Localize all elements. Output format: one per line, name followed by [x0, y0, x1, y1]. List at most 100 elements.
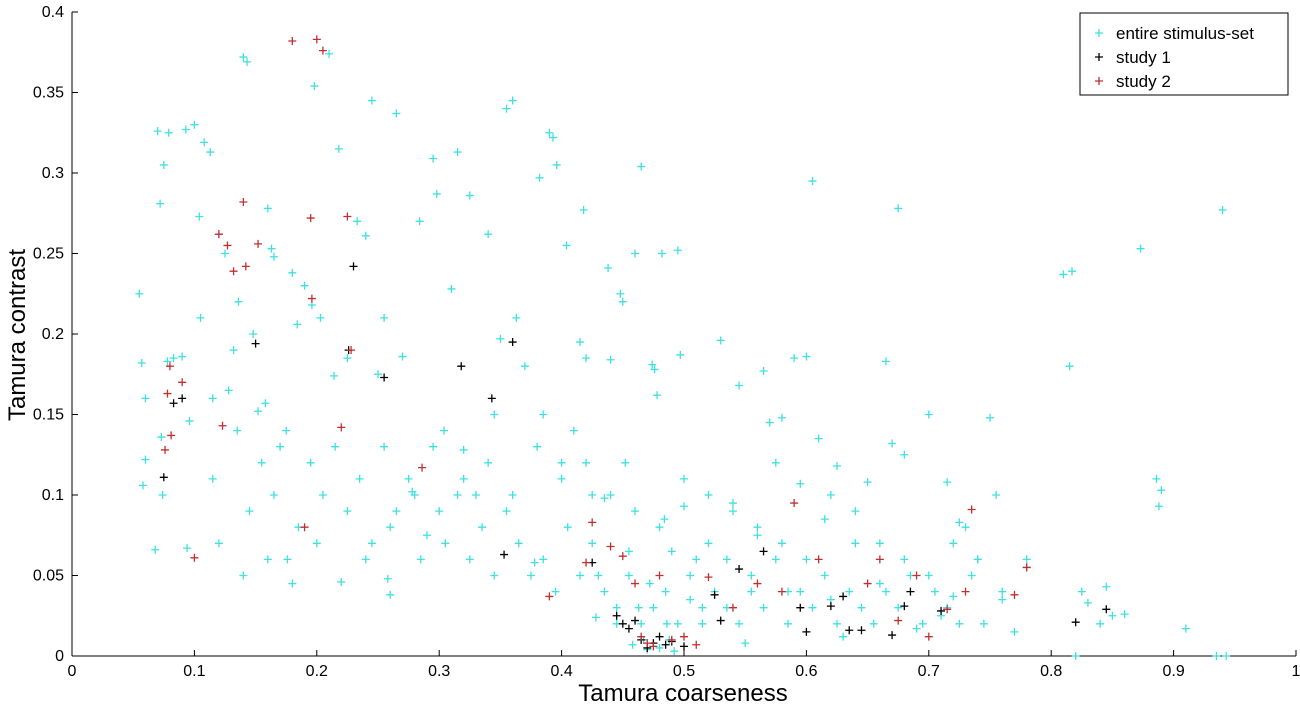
data-point — [293, 320, 302, 329]
x-tick-label: 0.9 — [1162, 663, 1184, 680]
data-point — [604, 263, 613, 272]
data-point — [254, 239, 263, 248]
data-point — [888, 439, 897, 448]
data-point — [655, 643, 664, 652]
data-point — [508, 96, 517, 105]
data-point — [334, 144, 343, 153]
data-point — [337, 423, 346, 432]
data-point — [1071, 652, 1080, 660]
data-point — [600, 494, 609, 503]
data-point — [539, 410, 548, 419]
data-point — [306, 214, 315, 223]
data-point — [826, 491, 835, 499]
data-point — [667, 547, 676, 556]
data-point — [490, 571, 499, 580]
data-point — [875, 555, 884, 564]
data-point — [621, 458, 630, 467]
data-point — [650, 365, 659, 374]
data-point — [221, 249, 229, 258]
data-point — [165, 362, 174, 371]
data-point — [728, 603, 737, 612]
data-point — [634, 603, 643, 612]
data-point — [263, 204, 272, 213]
data-point — [471, 491, 480, 499]
data-point — [343, 507, 352, 516]
data-point — [649, 603, 658, 612]
x-axis-title: Tamura coarseness — [578, 680, 787, 707]
data-point — [735, 565, 744, 574]
data-point — [955, 518, 964, 527]
data-point — [1077, 587, 1086, 596]
data-point — [190, 120, 199, 129]
data-point — [380, 313, 389, 322]
data-point — [137, 358, 146, 367]
data-point — [655, 523, 664, 532]
data-point — [249, 330, 258, 338]
data-point — [465, 555, 474, 564]
data-point — [863, 478, 872, 487]
data-point — [163, 357, 172, 366]
data-point — [306, 458, 315, 467]
data-point — [973, 555, 982, 564]
data-point — [648, 360, 657, 369]
data-point — [312, 35, 321, 44]
data-point — [628, 640, 637, 649]
data-point — [300, 281, 309, 290]
x-tick-label: 0.2 — [306, 663, 328, 680]
data-point — [814, 555, 823, 564]
data-point — [1071, 618, 1080, 627]
data-point — [894, 616, 903, 625]
data-point — [575, 338, 584, 347]
y-axis-ticks: 0 0.05 0.1 0.15 0.2 0.25 0.3 0.35 0.4 — [33, 4, 78, 665]
data-point — [575, 571, 584, 580]
data-point — [894, 204, 903, 213]
data-point — [624, 624, 633, 633]
data-point — [753, 579, 762, 588]
data-point — [881, 357, 890, 366]
y-tick-label: 0.25 — [33, 246, 64, 263]
data-point — [631, 579, 640, 588]
data-point — [881, 587, 890, 596]
data-point — [178, 352, 187, 361]
data-point — [624, 547, 633, 556]
data-point — [563, 523, 572, 532]
data-point — [496, 334, 505, 343]
data-point — [549, 133, 558, 142]
data-point — [337, 577, 346, 586]
data-point — [657, 249, 666, 258]
legend-box — [1079, 12, 1289, 96]
data-point — [680, 474, 688, 483]
data-point — [900, 555, 909, 564]
data-point — [869, 619, 878, 628]
data-point — [276, 442, 285, 451]
data-point — [1218, 206, 1227, 215]
data-point — [820, 515, 829, 524]
data-point — [618, 619, 627, 628]
data-point — [429, 442, 438, 451]
data-point — [759, 547, 768, 556]
data-point — [218, 421, 227, 430]
x-tick-label: 0.8 — [1040, 663, 1062, 680]
data-point — [790, 499, 799, 508]
data-point — [655, 571, 664, 580]
data-point — [530, 558, 539, 567]
data-point — [267, 244, 276, 253]
data-point — [169, 399, 178, 408]
data-point — [961, 523, 970, 532]
data-point — [660, 515, 669, 524]
data-point — [637, 632, 646, 641]
data-point — [1059, 270, 1068, 279]
data-point — [582, 354, 591, 363]
data-point — [288, 36, 297, 45]
data-point — [386, 590, 395, 599]
data-point — [1096, 619, 1105, 628]
data-point — [355, 474, 364, 483]
data-point — [135, 289, 144, 298]
data-point — [241, 262, 250, 271]
data-point — [190, 553, 199, 562]
data-point — [998, 587, 1007, 596]
data-point — [777, 587, 786, 596]
x-tick-label: 0.3 — [428, 663, 450, 680]
data-point — [178, 378, 187, 387]
data-point — [710, 590, 719, 599]
